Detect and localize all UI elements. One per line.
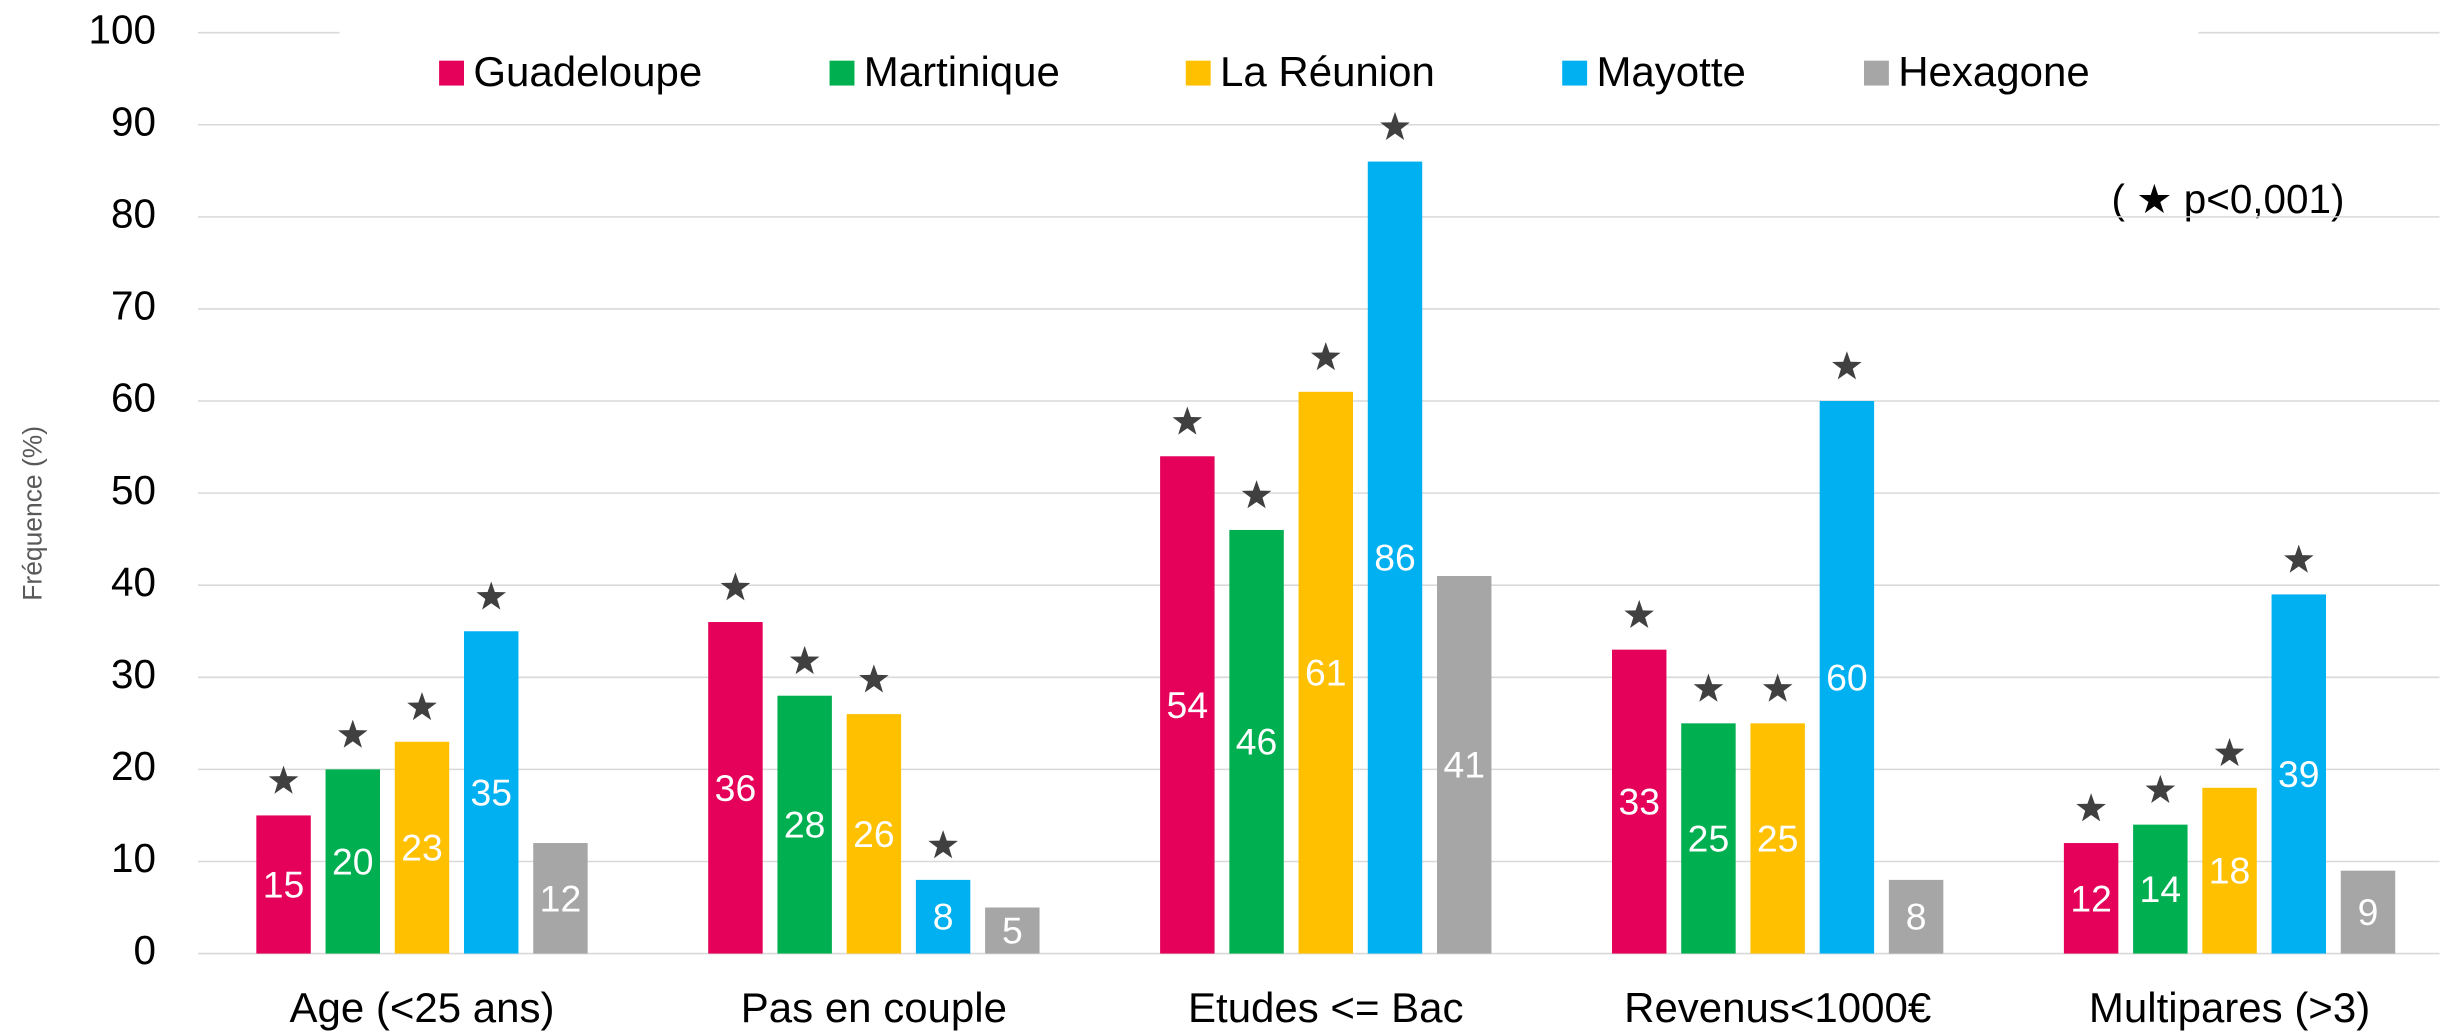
- legend-label: Martinique: [864, 48, 1060, 95]
- bar: [1160, 456, 1215, 954]
- bar: [2202, 787, 2257, 954]
- y-tick-label: 10: [111, 835, 156, 881]
- x-tick-label: Pas en couple: [741, 984, 1007, 1031]
- value-label: 8: [1906, 896, 1927, 938]
- legend-swatch: [1562, 60, 1588, 86]
- value-label: 46: [1236, 721, 1278, 763]
- legend-swatch: [1185, 60, 1211, 86]
- value-label: 41: [1443, 744, 1485, 786]
- significance-star: [1241, 480, 1272, 509]
- x-tick-label: Revenus<1000€: [1624, 984, 1931, 1031]
- legend-swatch: [829, 60, 855, 86]
- significance-star: [2076, 793, 2106, 822]
- y-tick-label: 40: [111, 559, 156, 605]
- y-tick-label: 0: [134, 927, 157, 973]
- value-label: 12: [2070, 877, 2112, 919]
- significance-star: [1762, 673, 1793, 702]
- value-label: 54: [1167, 684, 1209, 726]
- significance-star: [337, 719, 368, 748]
- bar: [985, 907, 1040, 954]
- legend-label: Mayotte: [1596, 48, 1745, 95]
- bar: [464, 631, 519, 954]
- y-tick-label: 50: [111, 467, 156, 513]
- value-label: 14: [2140, 868, 2182, 910]
- value-label: 39: [2278, 753, 2320, 795]
- bar: [708, 622, 763, 954]
- significance-star: [2145, 774, 2176, 803]
- value-label: 5: [1002, 910, 1023, 952]
- significance-star: [1380, 111, 1410, 140]
- significance-star: [2283, 544, 2314, 573]
- value-label: 12: [540, 877, 582, 919]
- y-tick-label: 20: [111, 743, 156, 789]
- bar: [1298, 391, 1353, 954]
- bar: [2133, 824, 2188, 954]
- value-label: 28: [784, 804, 826, 846]
- x-tick-label: Age (<25 ans): [289, 984, 554, 1031]
- bar: [1229, 529, 1284, 954]
- significance-star: [859, 664, 889, 693]
- legend-swatch: [1864, 60, 1889, 86]
- value-label: 20: [332, 840, 374, 882]
- bar: [915, 879, 971, 954]
- bar: [1750, 723, 1805, 954]
- significance-star: [789, 645, 820, 675]
- value-label: 36: [715, 767, 757, 809]
- bar: [777, 695, 832, 954]
- value-label: 18: [2209, 850, 2251, 892]
- bar: [1437, 575, 1492, 954]
- bar: [1888, 879, 1944, 954]
- bar: [2340, 870, 2396, 954]
- y-tick-label: 70: [111, 283, 156, 329]
- y-tick-label: 90: [111, 98, 156, 144]
- bar: [1612, 649, 1667, 954]
- value-label: 23: [401, 827, 443, 869]
- significance-star: [720, 572, 751, 601]
- significance-star: [268, 765, 299, 794]
- significance-star: [476, 581, 507, 610]
- y-tick-label: 100: [89, 6, 156, 52]
- x-tick-label: Multipares (>3): [2089, 984, 2370, 1031]
- y-tick-label: 80: [111, 191, 156, 237]
- significance-star: [1832, 351, 1862, 380]
- value-label: 25: [1757, 817, 1799, 859]
- value-label: 35: [470, 771, 512, 813]
- y-tick-label: 30: [111, 651, 156, 697]
- value-label: 86: [1374, 537, 1416, 579]
- bar: [1819, 401, 1875, 954]
- bar: [2271, 594, 2326, 954]
- significance-star: [1172, 406, 1203, 435]
- legend-swatch: [439, 60, 464, 86]
- legend-label: Hexagone: [1898, 48, 2089, 95]
- significance-star: [2214, 738, 2245, 767]
- value-label: 9: [2358, 891, 2379, 933]
- y-tick-label: 60: [111, 375, 156, 421]
- significance-star: [1310, 342, 1341, 371]
- bar: [1367, 161, 1423, 954]
- legend-label: La Réunion: [1220, 48, 1435, 95]
- significance-star: [1624, 599, 1655, 629]
- bar: [533, 843, 588, 954]
- bar: [2063, 843, 2119, 954]
- value-label: 33: [1618, 781, 1660, 823]
- significance-star: [1693, 673, 1724, 702]
- significance-star: [407, 691, 437, 721]
- value-label: 60: [1826, 656, 1868, 698]
- y-axis-label: Fréquence (%): [18, 426, 48, 601]
- note: ( ★ p<0,001): [2112, 176, 2345, 222]
- value-label: 8: [933, 896, 954, 938]
- legend-label: Guadeloupe: [473, 48, 702, 95]
- x-tick-label: Etudes <= Bac: [1188, 984, 1464, 1031]
- bar: [256, 815, 311, 954]
- value-label: 15: [263, 863, 305, 905]
- significance-star: [928, 830, 958, 859]
- bar: [325, 769, 380, 954]
- value-label: 26: [853, 813, 895, 855]
- bar: [1681, 723, 1736, 954]
- value-label: 25: [1688, 817, 1730, 859]
- bar: [394, 741, 450, 954]
- bar: [846, 714, 902, 954]
- value-label: 61: [1305, 652, 1347, 694]
